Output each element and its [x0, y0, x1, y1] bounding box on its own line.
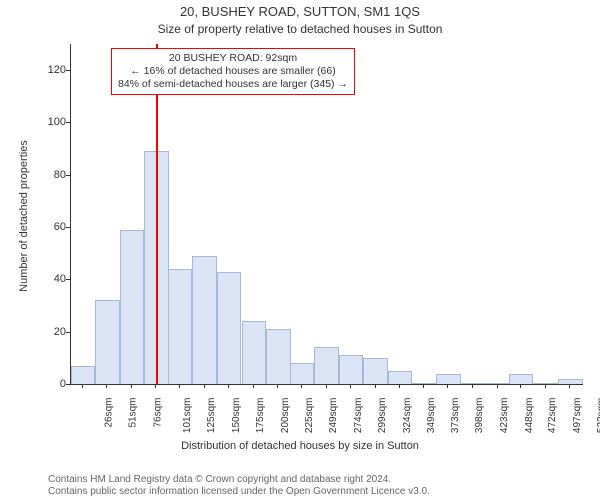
- x-tick-mark: [375, 384, 376, 388]
- bar: [436, 374, 461, 384]
- x-tick-mark: [520, 384, 521, 388]
- y-tick-mark: [66, 384, 70, 385]
- x-tick-label: 497sqm: [572, 398, 583, 434]
- bar: [71, 366, 96, 384]
- x-tick-label: 349sqm: [426, 398, 437, 434]
- x-tick-label: 472sqm: [547, 398, 558, 434]
- annotation-line2: ← 16% of detached houses are smaller (66…: [118, 65, 348, 78]
- x-tick-mark: [326, 384, 327, 388]
- x-tick-label: 76sqm: [152, 398, 163, 428]
- chart-container: 20, BUSHEY ROAD, SUTTON, SM1 1QS Size of…: [0, 0, 600, 500]
- bar: [192, 256, 217, 384]
- x-tick-mark: [545, 384, 546, 388]
- y-axis-label: Number of detached properties: [18, 126, 30, 306]
- plot-area: 20 BUSHEY ROAD: 92sqm ← 16% of detached …: [70, 44, 583, 385]
- bar: [485, 383, 510, 384]
- bar: [388, 371, 413, 384]
- y-tick-label: 40: [36, 273, 66, 285]
- y-tick-label: 60: [36, 221, 66, 233]
- x-tick-label: 398sqm: [474, 398, 485, 434]
- y-tick-mark: [66, 332, 70, 333]
- x-tick-label: 522sqm: [596, 398, 600, 434]
- chart-subtitle: Size of property relative to detached ho…: [0, 22, 600, 36]
- footer: Contains HM Land Registry data © Crown c…: [48, 474, 430, 498]
- x-tick-mark: [277, 384, 278, 388]
- x-tick-label: 373sqm: [450, 398, 461, 434]
- bar: [242, 321, 267, 384]
- x-tick-mark: [447, 384, 448, 388]
- y-tick-mark: [66, 227, 70, 228]
- x-tick-label: 125sqm: [206, 398, 217, 434]
- x-tick-mark: [569, 384, 570, 388]
- x-tick-label: 225sqm: [304, 398, 315, 434]
- x-tick-mark: [399, 384, 400, 388]
- y-tick-label: 100: [36, 116, 66, 128]
- x-tick-label: 200sqm: [280, 398, 291, 434]
- x-tick-mark: [155, 384, 156, 388]
- bar: [363, 358, 388, 384]
- bar: [217, 272, 242, 384]
- bar: [266, 329, 291, 384]
- x-tick-label: 448sqm: [524, 398, 535, 434]
- bar: [95, 300, 120, 384]
- x-tick-label: 150sqm: [231, 398, 242, 434]
- x-tick-label: 274sqm: [353, 398, 364, 434]
- footer-line2: Contains public sector information licen…: [48, 486, 430, 498]
- x-tick-mark: [204, 384, 205, 388]
- bar: [509, 374, 534, 384]
- bar: [314, 347, 339, 384]
- x-tick-mark: [350, 384, 351, 388]
- y-tick-mark: [66, 122, 70, 123]
- x-tick-mark: [106, 384, 107, 388]
- y-tick-label: 80: [36, 169, 66, 181]
- y-tick-mark: [66, 175, 70, 176]
- x-tick-mark: [497, 384, 498, 388]
- bar: [120, 230, 145, 384]
- x-tick-mark: [423, 384, 424, 388]
- x-tick-label: 101sqm: [183, 398, 194, 434]
- x-tick-label: 324sqm: [402, 398, 413, 434]
- bar: [290, 363, 315, 384]
- y-tick-label: 0: [36, 378, 66, 390]
- annotation-line3: 84% of semi-detached houses are larger (…: [118, 78, 348, 91]
- x-tick-label: 26sqm: [103, 398, 114, 428]
- chart-title: 20, BUSHEY ROAD, SUTTON, SM1 1QS: [0, 4, 600, 19]
- x-tick-mark: [179, 384, 180, 388]
- x-tick-label: 299sqm: [377, 398, 388, 434]
- y-tick-label: 20: [36, 326, 66, 338]
- bar: [558, 379, 583, 384]
- x-tick-label: 423sqm: [499, 398, 510, 434]
- x-tick-label: 175sqm: [255, 398, 266, 434]
- bar: [461, 383, 486, 384]
- footer-line1: Contains HM Land Registry data © Crown c…: [48, 474, 430, 486]
- y-tick-label: 120: [36, 64, 66, 76]
- x-tick-mark: [472, 384, 473, 388]
- x-tick-label: 51sqm: [128, 398, 139, 428]
- bar: [339, 355, 364, 384]
- annotation-line1: 20 BUSHEY ROAD: 92sqm: [118, 52, 348, 65]
- annotation-box: 20 BUSHEY ROAD: 92sqm ← 16% of detached …: [111, 48, 355, 95]
- y-tick-mark: [66, 279, 70, 280]
- x-axis-label: Distribution of detached houses by size …: [0, 440, 600, 452]
- x-tick-mark: [131, 384, 132, 388]
- y-tick-mark: [66, 70, 70, 71]
- bar: [168, 269, 193, 384]
- x-tick-mark: [253, 384, 254, 388]
- x-tick-label: 249sqm: [328, 398, 339, 434]
- x-tick-mark: [228, 384, 229, 388]
- x-tick-mark: [82, 384, 83, 388]
- x-tick-mark: [301, 384, 302, 388]
